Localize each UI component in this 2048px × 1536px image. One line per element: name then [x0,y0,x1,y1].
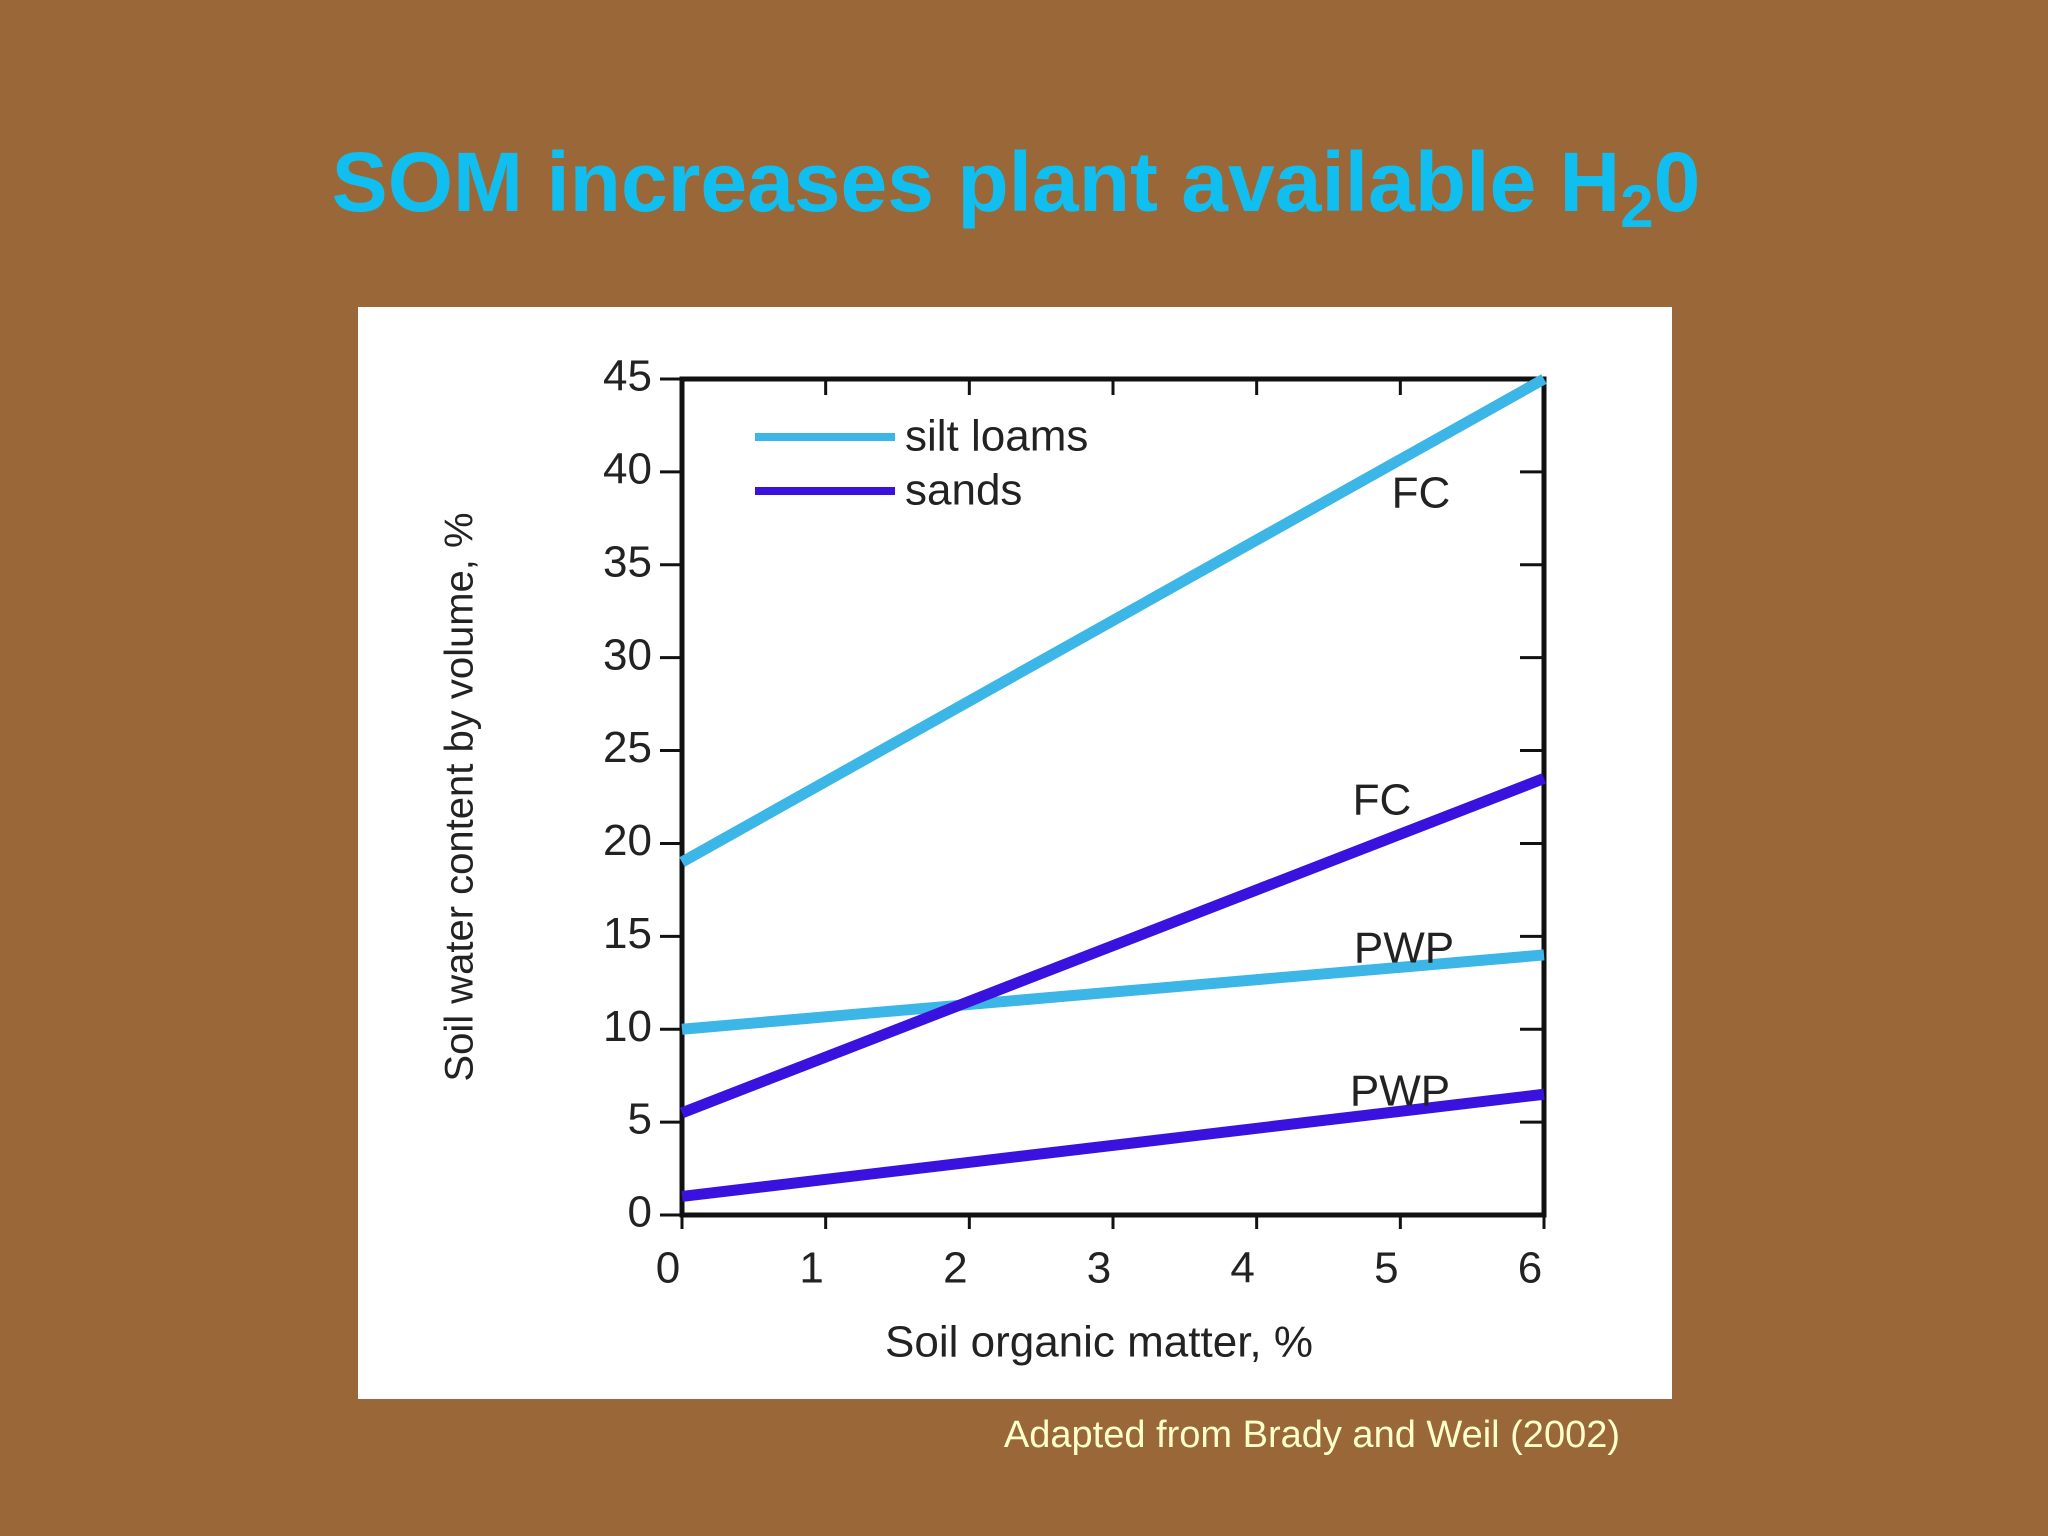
legend-label: sands [905,466,1022,515]
y-tick-label: 15 [603,909,652,958]
series-line [680,773,1546,1118]
title-text: SOM increases plant available H [332,135,1621,229]
line-label: PWP [1350,1067,1450,1116]
y-tick-label: 40 [603,445,652,494]
slide-title: SOM increases plant available H20 [332,135,1701,240]
series-line [681,949,1545,1035]
x-tick-label: 2 [943,1244,967,1293]
x-tick-label: 3 [1087,1244,1111,1293]
y-tick-label: 30 [603,630,652,679]
line-label: FC [1392,469,1451,518]
x-tick-label: 4 [1230,1244,1254,1293]
y-tick-label: 20 [603,816,652,865]
title-suffix: 0 [1654,135,1701,229]
y-tick-label: 35 [603,537,652,586]
citation: Adapted from Brady and Weil (2002) [1004,1414,1620,1456]
x-tick-label: 5 [1374,1244,1398,1293]
y-axis-label: Soil water content by volume, % [438,512,482,1081]
series-line [679,374,1547,867]
line-label: PWP [1354,924,1454,973]
y-tick-label: 5 [628,1095,652,1144]
x-axis-label: Soil organic matter, % [885,1318,1313,1367]
x-tick-label: 1 [799,1244,823,1293]
plot-frame [679,376,1547,1218]
y-tick-label: 0 [628,1188,652,1237]
x-tick-label: 0 [656,1244,680,1293]
line-label: FC [1353,776,1412,825]
legend-label: silt loams [905,412,1088,461]
title-subscript: 2 [1620,173,1653,240]
y-tick-label: 45 [603,352,652,401]
y-tick-label: 10 [603,1002,652,1051]
y-tick-label: 25 [603,723,652,772]
x-tick-label: 6 [1518,1244,1542,1293]
series-line [681,1088,1545,1202]
